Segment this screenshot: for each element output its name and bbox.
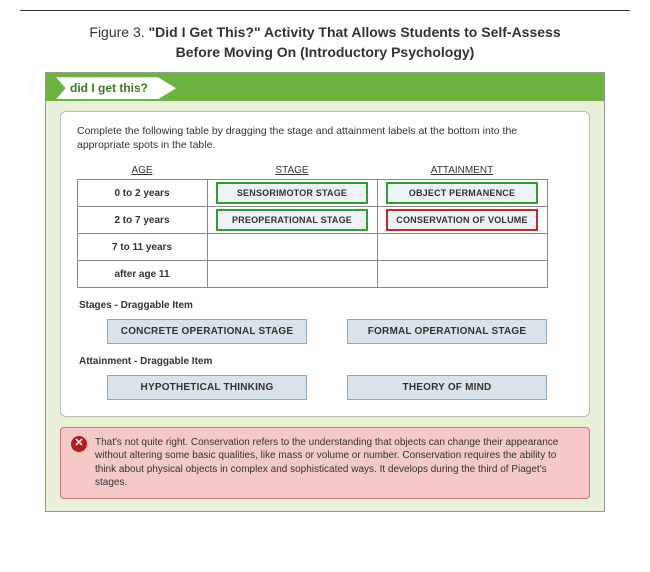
- error-icon: ✕: [71, 436, 87, 452]
- age-cell: after age 11: [77, 260, 208, 288]
- figure-number: Figure 3.: [89, 24, 148, 40]
- draggable-attainment[interactable]: HYPOTHETICAL THINKING: [107, 375, 307, 400]
- attainment-pool-label: Attainment - Draggable Item: [79, 356, 573, 367]
- age-cell: 7 to 11 years: [77, 233, 208, 261]
- activity-header-bar: did I get this?: [46, 73, 604, 101]
- col-header-age: AGE: [77, 163, 207, 180]
- chip-stage[interactable]: PREOPERATIONAL STAGE: [217, 210, 367, 230]
- chip-attainment[interactable]: CONSERVATION OF VOLUME: [387, 210, 537, 230]
- age-cell: 2 to 7 years: [77, 206, 208, 234]
- draggable-stage[interactable]: FORMAL OPERATIONAL STAGE: [347, 319, 547, 344]
- chip-stage[interactable]: SENSORIMOTOR STAGE: [217, 183, 367, 203]
- chip-attainment[interactable]: OBJECT PERMANENCE: [387, 183, 537, 203]
- activity-card: Complete the following table by dragging…: [60, 111, 590, 416]
- age-cell: 0 to 2 years: [77, 179, 208, 207]
- draggable-attainment[interactable]: THEORY OF MIND: [347, 375, 547, 400]
- drop-slot-stage[interactable]: PREOPERATIONAL STAGE: [207, 206, 378, 234]
- instructions-text: Complete the following table by dragging…: [77, 124, 573, 152]
- drop-slot-stage[interactable]: [207, 260, 378, 288]
- drop-slot-attainment[interactable]: [377, 233, 548, 261]
- drop-slot-stage[interactable]: [207, 233, 378, 261]
- col-header-attainment: ATTAINMENT: [377, 163, 547, 180]
- drop-slot-stage[interactable]: SENSORIMOTOR STAGE: [207, 179, 378, 207]
- stages-table: AGE STAGE ATTAINMENT 0 to 2 years SENSOR…: [77, 163, 573, 288]
- drop-slot-attainment[interactable]: OBJECT PERMANENCE: [377, 179, 548, 207]
- stages-pool-label: Stages - Draggable Item: [79, 300, 573, 311]
- figure-title-line2: Before Moving On (Introductory Psycholog…: [176, 44, 475, 60]
- attainment-pool: HYPOTHETICAL THINKING THEORY OF MIND: [77, 375, 573, 400]
- activity-tab: did I get this?: [56, 77, 176, 99]
- draggable-stage[interactable]: CONCRETE OPERATIONAL STAGE: [107, 319, 307, 344]
- drop-slot-attainment[interactable]: CONSERVATION OF VOLUME: [377, 206, 548, 234]
- figure-title-line1: "Did I Get This?" Activity That Allows S…: [149, 24, 561, 40]
- feedback-box: ✕ That's not quite right. Conservation r…: [60, 427, 590, 499]
- figure-top-rule: [20, 10, 630, 11]
- figure-caption: Figure 3. "Did I Get This?" Activity Tha…: [20, 23, 630, 62]
- drop-slot-attainment[interactable]: [377, 260, 548, 288]
- col-header-stage: STAGE: [207, 163, 377, 180]
- stages-pool: CONCRETE OPERATIONAL STAGE FORMAL OPERAT…: [77, 319, 573, 344]
- feedback-text: That's not quite right. Conservation ref…: [95, 436, 579, 490]
- activity-panel: did I get this? Complete the following t…: [45, 72, 605, 511]
